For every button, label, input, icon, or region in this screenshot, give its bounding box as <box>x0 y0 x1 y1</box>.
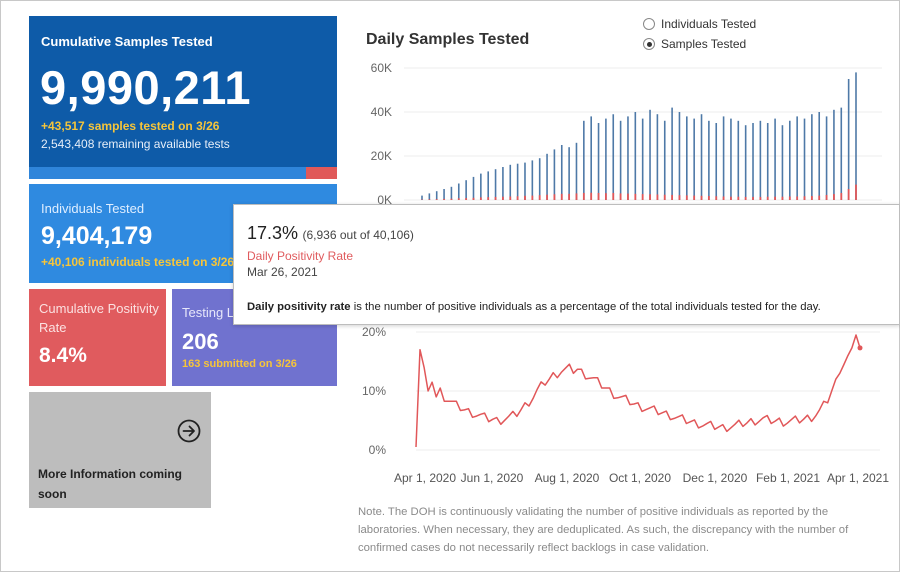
validation-note: Note. The DOH is continuously validating… <box>358 506 849 554</box>
kpi-daily-increase: +40,106 individuals tested on 3/26 <box>41 255 235 269</box>
x-tick-label: Oct 1, 2020 <box>609 471 671 485</box>
tooltip-description-bold: Daily positivity rate <box>247 301 351 313</box>
arrow-right-circle-icon[interactable] <box>177 419 201 443</box>
radio-circle-icon <box>643 38 655 50</box>
metric-toggle: Individuals Tested Samples Tested <box>643 14 756 54</box>
x-tick-label: Apr 1, 2020 <box>394 471 456 485</box>
radio-circle-icon <box>643 18 655 30</box>
x-tick-label: Aug 1, 2020 <box>535 471 600 485</box>
kpi-remaining-tests: 2,543,408 remaining available tests <box>41 137 230 151</box>
tooltip-description-rest: is the number of positive individuals as… <box>350 301 821 313</box>
y-tick-label: 60K <box>371 61 392 75</box>
y-tick-label: 0% <box>369 443 387 457</box>
highlighted-point <box>857 345 863 351</box>
y-tick-label: 20K <box>371 149 392 163</box>
x-tick-label: Apr 1, 2021 <box>827 471 889 485</box>
daily-samples-bar-chart[interactable]: 0K 20K 40K 60K <box>360 58 890 205</box>
radio-label: Individuals Tested <box>661 17 757 31</box>
chart-tooltip: 17.3% (6,936 out of 40,106) Daily Positi… <box>233 204 900 325</box>
positivity-line <box>415 334 861 448</box>
positivity-rate-line-chart[interactable]: 0% 10% 20% Apr 1, 2020 Jun 1, 2020 Aug 1, 202… <box>360 320 890 486</box>
tests-used-progress-bar <box>29 167 337 179</box>
more-information-card[interactable]: More Information coming soon <box>29 392 211 508</box>
radio-individuals-tested[interactable]: Individuals Tested <box>643 14 756 34</box>
tooltip-series-label: Daily Positivity Rate <box>247 249 354 263</box>
kpi-title: Individuals Tested <box>41 201 145 216</box>
tooltip-detail: (6,936 out of 40,106) <box>302 228 414 242</box>
tooltip-percentage: 17.3% <box>247 223 299 243</box>
y-tick-label: 0K <box>377 193 392 205</box>
x-tick-label: Feb 1, 2021 <box>756 471 820 485</box>
progress-fill <box>29 167 307 179</box>
kpi-value: 9,990,211 <box>40 61 251 114</box>
radio-label: Samples Tested <box>661 37 747 51</box>
more-information-label: More Information coming soon <box>38 467 182 501</box>
kpi-title: Cumulative Positivity Rate <box>39 301 159 335</box>
kpi-value: 9,404,179 <box>41 222 153 250</box>
y-tick-label: 40K <box>371 105 392 119</box>
tooltip-date: Mar 26, 2021 <box>247 265 318 279</box>
kpi-value: 206 <box>182 329 219 354</box>
x-tick-label: Dec 1, 2020 <box>683 471 748 485</box>
x-tick-label: Jun 1, 2020 <box>461 471 524 485</box>
kpi-submitted: 163 submitted on 3/26 <box>182 358 297 370</box>
kpi-daily-increase: +43,517 samples tested on 3/26 <box>41 119 220 133</box>
kpi-card-cumulative-samples[interactable]: Cumulative Samples Tested 9,990,211 +43,… <box>29 16 337 179</box>
kpi-value: 8.4% <box>39 344 87 367</box>
tooltip-description: Daily positivity rate is the number of p… <box>247 301 821 313</box>
tooltip-headline: 17.3% (6,936 out of 40,106) <box>247 223 414 244</box>
kpi-card-positivity-rate[interactable]: Cumulative Positivity Rate 8.4% <box>29 289 166 386</box>
daily-samples-chart-title: Daily Samples Tested <box>366 31 530 48</box>
kpi-title: Cumulative Samples Tested <box>41 34 213 49</box>
y-tick-label: 10% <box>362 384 386 398</box>
y-tick-label: 20% <box>362 325 386 339</box>
radio-samples-tested[interactable]: Samples Tested <box>643 34 756 54</box>
